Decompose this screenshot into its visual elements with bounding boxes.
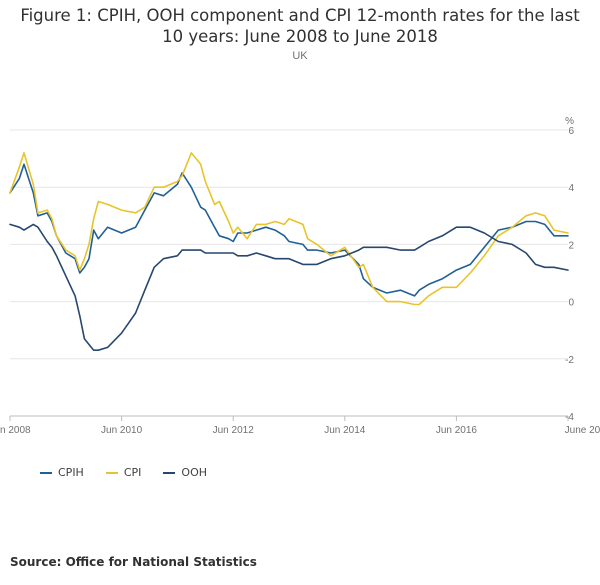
- legend-swatch: [40, 471, 52, 474]
- y-axis-unit: %: [565, 116, 574, 127]
- chart-legend: CPIH CPI OOH: [40, 466, 207, 479]
- legend-item-ooh: OOH: [163, 466, 207, 479]
- legend-label: OOH: [181, 466, 207, 479]
- y-tick-label: 6: [568, 126, 574, 137]
- legend-label: CPIH: [58, 466, 84, 479]
- legend-item-cpih: CPIH: [40, 466, 84, 479]
- legend-item-cpi: CPI: [105, 466, 142, 479]
- y-tick-label: 4: [568, 183, 574, 194]
- x-tick-label: June 2018: [565, 425, 600, 436]
- x-tick-label: Jun 2010: [101, 425, 143, 436]
- source-note: Source: Office for National Statistics: [10, 555, 257, 569]
- x-tick-label: Jun 2014: [324, 425, 366, 436]
- y-tick-label: -4: [565, 412, 574, 423]
- series-line-cpih: [9, 163, 569, 297]
- series-line-ooh: [9, 223, 569, 352]
- legend-label: CPI: [123, 466, 142, 479]
- chart-title: Figure 1: CPIH, OOH component and CPI 12…: [20, 6, 580, 46]
- x-tick-label: Jun 2012: [213, 425, 255, 436]
- legend-swatch: [105, 471, 118, 474]
- legend-swatch: [163, 471, 176, 474]
- x-tick-label: Jun 2008: [0, 425, 31, 436]
- series-line-cpi: [9, 152, 569, 306]
- y-tick-label: 2: [568, 240, 574, 251]
- y-tick-label: 0: [568, 298, 574, 309]
- y-tick-label: -2: [565, 355, 574, 366]
- x-tick-label: Jun 2016: [436, 425, 478, 436]
- chart-subtitle: UK: [292, 50, 308, 62]
